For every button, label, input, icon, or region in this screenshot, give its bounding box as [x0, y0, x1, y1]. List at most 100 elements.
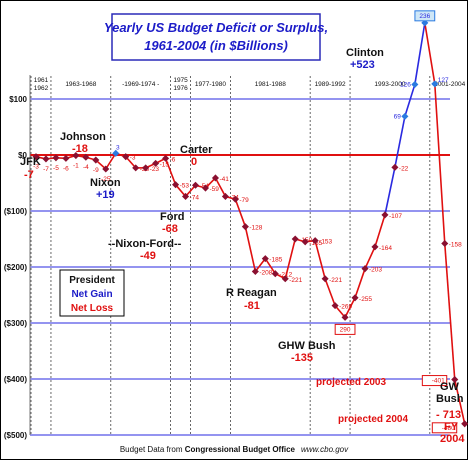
series-segment-1989 — [314, 240, 326, 279]
data-point-2003 — [451, 376, 459, 384]
point-label-1982: -128 — [249, 225, 262, 232]
data-point-1965 — [72, 152, 80, 160]
data-point-1990 — [321, 275, 329, 283]
series-segment-1984 — [264, 258, 276, 275]
period-label-8: 2001-2004 — [434, 81, 465, 88]
series-segment-1983 — [254, 258, 266, 272]
point-label-1964: -6 — [63, 165, 69, 172]
data-point-1977 — [191, 181, 200, 189]
president-value-nixon-ford: -49 — [140, 250, 156, 262]
point-layer: -3-7-5-6-1-4-9-253-3-23-23-15-6-53-74-54… — [32, 10, 468, 434]
point-label-1969: 3 — [116, 144, 120, 151]
series-segment-1979 — [214, 177, 227, 197]
series-segment-1992 — [344, 297, 356, 318]
series-segment-2002 — [443, 243, 456, 380]
point-label-1965: -1 — [73, 163, 79, 170]
series-segment-1986 — [284, 238, 296, 279]
data-point-1982 — [241, 223, 249, 231]
data-point-1973 — [152, 159, 160, 167]
series-segment-1996 — [384, 167, 396, 216]
point-label-1967: -9 — [93, 167, 99, 174]
data-point-1999 — [411, 80, 419, 88]
data-point-1991 — [331, 302, 339, 310]
series-segment-1997 — [394, 116, 406, 168]
point-label-1966: -4 — [83, 164, 89, 171]
legend-gain: Net Gain — [71, 289, 112, 300]
point-label-1992: 290 — [340, 326, 351, 333]
period-label-3: 1975 1976 — [173, 77, 188, 92]
legend-loss: Net Loss — [71, 303, 114, 314]
data-point-1971 — [132, 164, 140, 172]
data-point-1978 — [201, 184, 210, 192]
point-label-1979: -41 — [219, 176, 229, 183]
period-label-2: -1969-1974 - — [122, 81, 159, 88]
period-label-6: 1989-1992 — [315, 81, 346, 88]
point-label-box-2003 — [421, 375, 448, 387]
point-label-1990: -221 — [329, 277, 342, 284]
point-label-1986: -221 — [289, 277, 302, 284]
annotation-projected-2003: projected 2003 — [316, 377, 386, 388]
period-label-7: 1993-2000 — [374, 81, 405, 88]
y-tick-label-0: $100 — [9, 95, 27, 104]
title-box — [111, 13, 321, 61]
data-point-1988 — [301, 238, 309, 246]
data-point-1961 — [32, 153, 40, 161]
chart-title-line1: Yearly US Budget Deficit or Surplus, — [104, 20, 328, 35]
point-label-1970: -3 — [130, 155, 136, 162]
president-value-clinton: +523 — [350, 59, 375, 71]
source-url: www.cbo.gov — [301, 445, 349, 454]
data-point-1972 — [142, 164, 150, 172]
president-name-johnson: Johnson — [60, 131, 106, 143]
president-name-ford: Ford — [160, 211, 184, 223]
point-label-2001: 127 — [438, 77, 449, 84]
point-label-2002: -158 — [449, 241, 462, 248]
data-point-1983 — [251, 267, 259, 276]
point-label-box-2000 — [414, 10, 436, 22]
legend-box — [59, 269, 125, 317]
point-label-1994: -203 — [369, 267, 382, 274]
series-segment-2001 — [434, 83, 446, 244]
president-name-ghw-bush: GHW Bush — [278, 340, 336, 352]
series-segment-2000 — [424, 22, 436, 85]
data-point-1970 — [122, 153, 130, 161]
data-point-1967 — [92, 156, 100, 164]
data-point-2002 — [441, 239, 449, 248]
source-note: Budget Data from Congressional Budget Of… — [120, 445, 349, 454]
data-point-1995 — [371, 243, 379, 251]
y-tick-label-4: ($300) — [4, 319, 27, 328]
point-label-1993: -255 — [359, 296, 372, 303]
point-label-1989: -153 — [319, 239, 332, 246]
president-name-clinton: Clinton — [346, 47, 384, 59]
president-value-nixon: +19 — [96, 189, 115, 201]
point-label-1997: -22 — [399, 165, 409, 172]
point-label-1976: -74 — [190, 194, 200, 201]
point-label-2003: -401 — [432, 378, 445, 385]
point-label-1999: 126 — [400, 81, 411, 88]
series-segment-1990 — [324, 278, 336, 306]
president-name-nixon: Nixon — [90, 177, 121, 189]
period-label-5: 1981-1988 — [255, 81, 286, 88]
president-value-johnson: -18 — [72, 143, 88, 155]
y-tick-label-5: ($400) — [4, 375, 27, 384]
series-segment-1993 — [354, 268, 366, 299]
source-bold: Congressional Budget Office — [185, 445, 296, 454]
period-label-1: 1963-1968 — [65, 81, 96, 88]
data-point-1966 — [82, 153, 90, 161]
chart-title-line2: 1961-2004 (in $Billions) — [144, 38, 288, 53]
data-point-1994 — [361, 265, 369, 273]
data-point-1993 — [351, 294, 359, 302]
point-label-1998: 69 — [394, 113, 402, 120]
y-tick-label-3: ($200) — [4, 263, 27, 272]
point-label-1974: -6 — [170, 156, 176, 163]
data-point-1981 — [231, 195, 239, 203]
data-point-1992 — [341, 313, 349, 321]
data-point-1986 — [281, 275, 289, 283]
legend-title: President — [69, 275, 115, 286]
y-tick-label-2: ($100) — [4, 207, 27, 216]
data-point-1963 — [52, 154, 60, 162]
series-segment-1968 — [105, 152, 117, 170]
point-label-1968: -25 — [101, 176, 111, 183]
data-point-1968 — [102, 165, 110, 173]
